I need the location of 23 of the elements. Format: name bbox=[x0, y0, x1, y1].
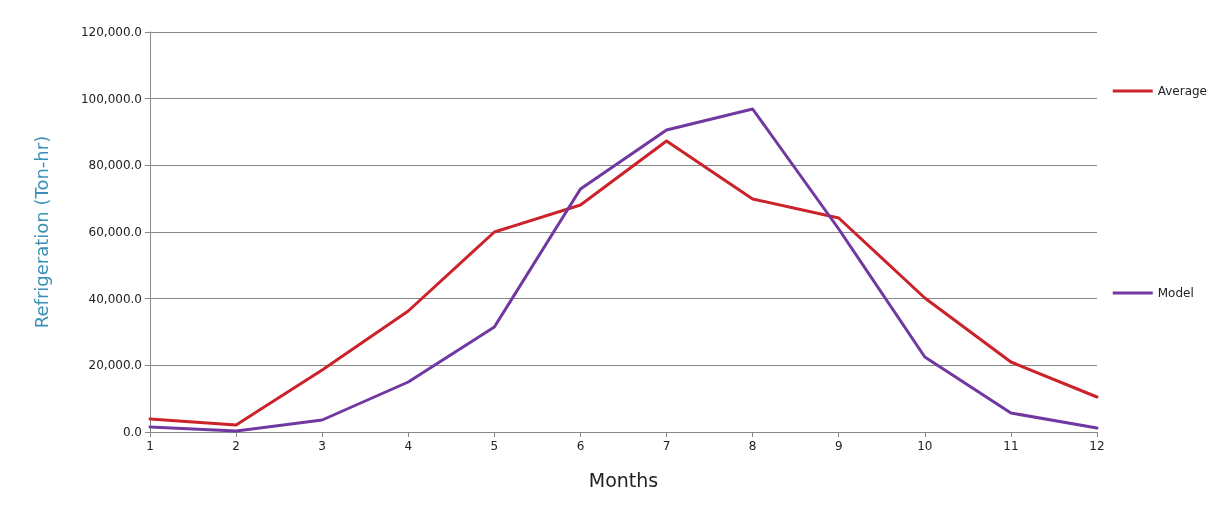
y-axis-title: Refrigeration (Ton-hr) bbox=[30, 135, 52, 329]
y-tick-label: 60,000.0 bbox=[88, 225, 142, 239]
x-tick-label: 4 bbox=[404, 439, 413, 453]
x-tick-label: 9 bbox=[834, 439, 843, 453]
x-tick-label: 11 bbox=[1003, 439, 1019, 453]
x-axis-title: Months bbox=[588, 468, 659, 491]
legend-label: Average bbox=[1157, 84, 1207, 98]
x-tick-label: 3 bbox=[318, 439, 326, 453]
x-tick-label: 1 bbox=[146, 439, 154, 453]
y-tick-label: 100,000.0 bbox=[80, 91, 142, 106]
y-tick-label: 120,000.0 bbox=[80, 25, 142, 39]
y-tick-label: 0.0 bbox=[122, 425, 142, 439]
x-tick-label: 2 bbox=[232, 439, 240, 453]
y-tick-label: 20,000.0 bbox=[88, 358, 142, 373]
y-tick-label: 40,000.0 bbox=[88, 291, 142, 306]
x-tick-label: 5 bbox=[490, 439, 499, 453]
x-tick-label: 10 bbox=[917, 439, 933, 453]
x-tick-label: 6 bbox=[576, 439, 585, 453]
y-tick-label: 80,000.0 bbox=[88, 158, 142, 173]
legend-label: Model bbox=[1157, 286, 1194, 300]
x-tick-label: 8 bbox=[748, 439, 757, 453]
x-tick-label: 7 bbox=[662, 439, 671, 453]
x-tick-label: 12 bbox=[1089, 439, 1105, 453]
